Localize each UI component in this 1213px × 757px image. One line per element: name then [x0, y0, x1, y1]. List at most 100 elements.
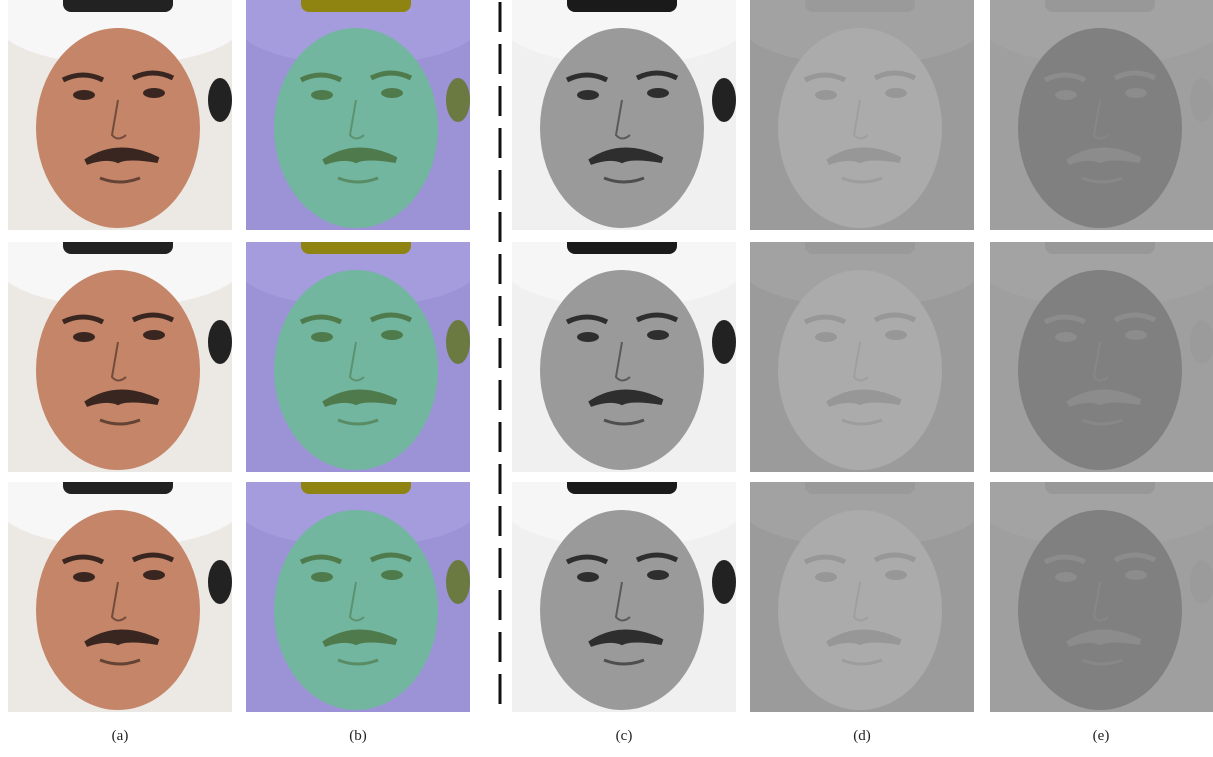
eye	[311, 332, 333, 342]
eye	[885, 570, 907, 580]
eye	[577, 90, 599, 100]
headband	[63, 0, 173, 12]
eye	[577, 332, 599, 342]
headband	[567, 0, 677, 12]
headband	[301, 234, 411, 254]
ear-piece	[208, 78, 232, 122]
face	[778, 510, 942, 710]
eye	[815, 572, 837, 582]
image-content	[737, 457, 987, 712]
image-content	[499, 0, 749, 230]
ear-piece	[446, 320, 470, 364]
page: (a) (b) (c) (d) (e) (() => { const data …	[0, 0, 1213, 752]
ear-piece	[950, 560, 974, 604]
eye	[647, 88, 669, 98]
ear-piece	[712, 560, 736, 604]
image-content	[233, 0, 483, 230]
eye	[885, 88, 907, 98]
eye	[647, 570, 669, 580]
image-content	[499, 217, 749, 472]
headband	[567, 474, 677, 494]
face	[36, 270, 200, 470]
headband	[63, 234, 173, 254]
face-image	[233, 217, 483, 472]
eye	[311, 572, 333, 582]
headband	[301, 0, 411, 12]
ear-piece	[1190, 78, 1213, 122]
face-image	[499, 0, 749, 230]
headband	[805, 0, 915, 12]
headband	[1045, 474, 1155, 494]
headband	[301, 474, 411, 494]
headband	[63, 474, 173, 494]
eye	[1125, 570, 1147, 580]
image-content	[737, 217, 987, 472]
face-image	[233, 0, 483, 230]
eye	[311, 90, 333, 100]
ear-piece	[1190, 320, 1213, 364]
face-image	[499, 217, 749, 472]
eye	[1125, 88, 1147, 98]
face-image	[977, 457, 1213, 712]
face	[36, 510, 200, 710]
eye	[143, 88, 165, 98]
ear-piece	[446, 78, 470, 122]
face	[540, 270, 704, 470]
image-content	[233, 217, 483, 472]
caption: (b)	[349, 728, 367, 744]
figure: (a) (b) (c) (d) (e)	[0, 0, 1213, 752]
face	[1018, 270, 1182, 470]
eye	[73, 572, 95, 582]
ear-piece	[712, 78, 736, 122]
face-image	[233, 457, 483, 712]
eye	[647, 330, 669, 340]
eye	[143, 570, 165, 580]
face-image	[977, 217, 1213, 472]
ear-piece	[208, 320, 232, 364]
face	[1018, 510, 1182, 710]
eye	[1055, 90, 1077, 100]
image-content	[977, 0, 1213, 230]
image-content	[977, 457, 1213, 712]
face	[274, 270, 438, 470]
face	[1018, 28, 1182, 228]
face-image	[0, 0, 245, 230]
eye	[885, 330, 907, 340]
caption: (c)	[616, 728, 633, 744]
face	[540, 510, 704, 710]
face-image	[0, 457, 245, 712]
headband	[567, 234, 677, 254]
headband	[1045, 0, 1155, 12]
image-content	[233, 457, 483, 712]
face	[778, 270, 942, 470]
caption: (e)	[1093, 728, 1110, 744]
image-content	[499, 457, 749, 712]
eye	[381, 570, 403, 580]
eye	[73, 90, 95, 100]
face-image	[0, 217, 245, 472]
face	[274, 28, 438, 228]
image-content	[977, 217, 1213, 472]
eye	[1055, 572, 1077, 582]
eye	[815, 90, 837, 100]
headband	[805, 474, 915, 494]
face	[36, 28, 200, 228]
headband	[1045, 234, 1155, 254]
headband	[805, 234, 915, 254]
face-image	[499, 457, 749, 712]
image-content	[0, 0, 245, 230]
ear-piece	[950, 78, 974, 122]
ear-piece	[950, 320, 974, 364]
caption: (a)	[112, 728, 129, 744]
eye	[381, 88, 403, 98]
ear-piece	[1190, 560, 1213, 604]
ear-piece	[712, 320, 736, 364]
ear-piece	[446, 560, 470, 604]
ear-piece	[208, 560, 232, 604]
face	[778, 28, 942, 228]
eye	[577, 572, 599, 582]
eye	[815, 332, 837, 342]
eye	[381, 330, 403, 340]
face	[274, 510, 438, 710]
face	[540, 28, 704, 228]
